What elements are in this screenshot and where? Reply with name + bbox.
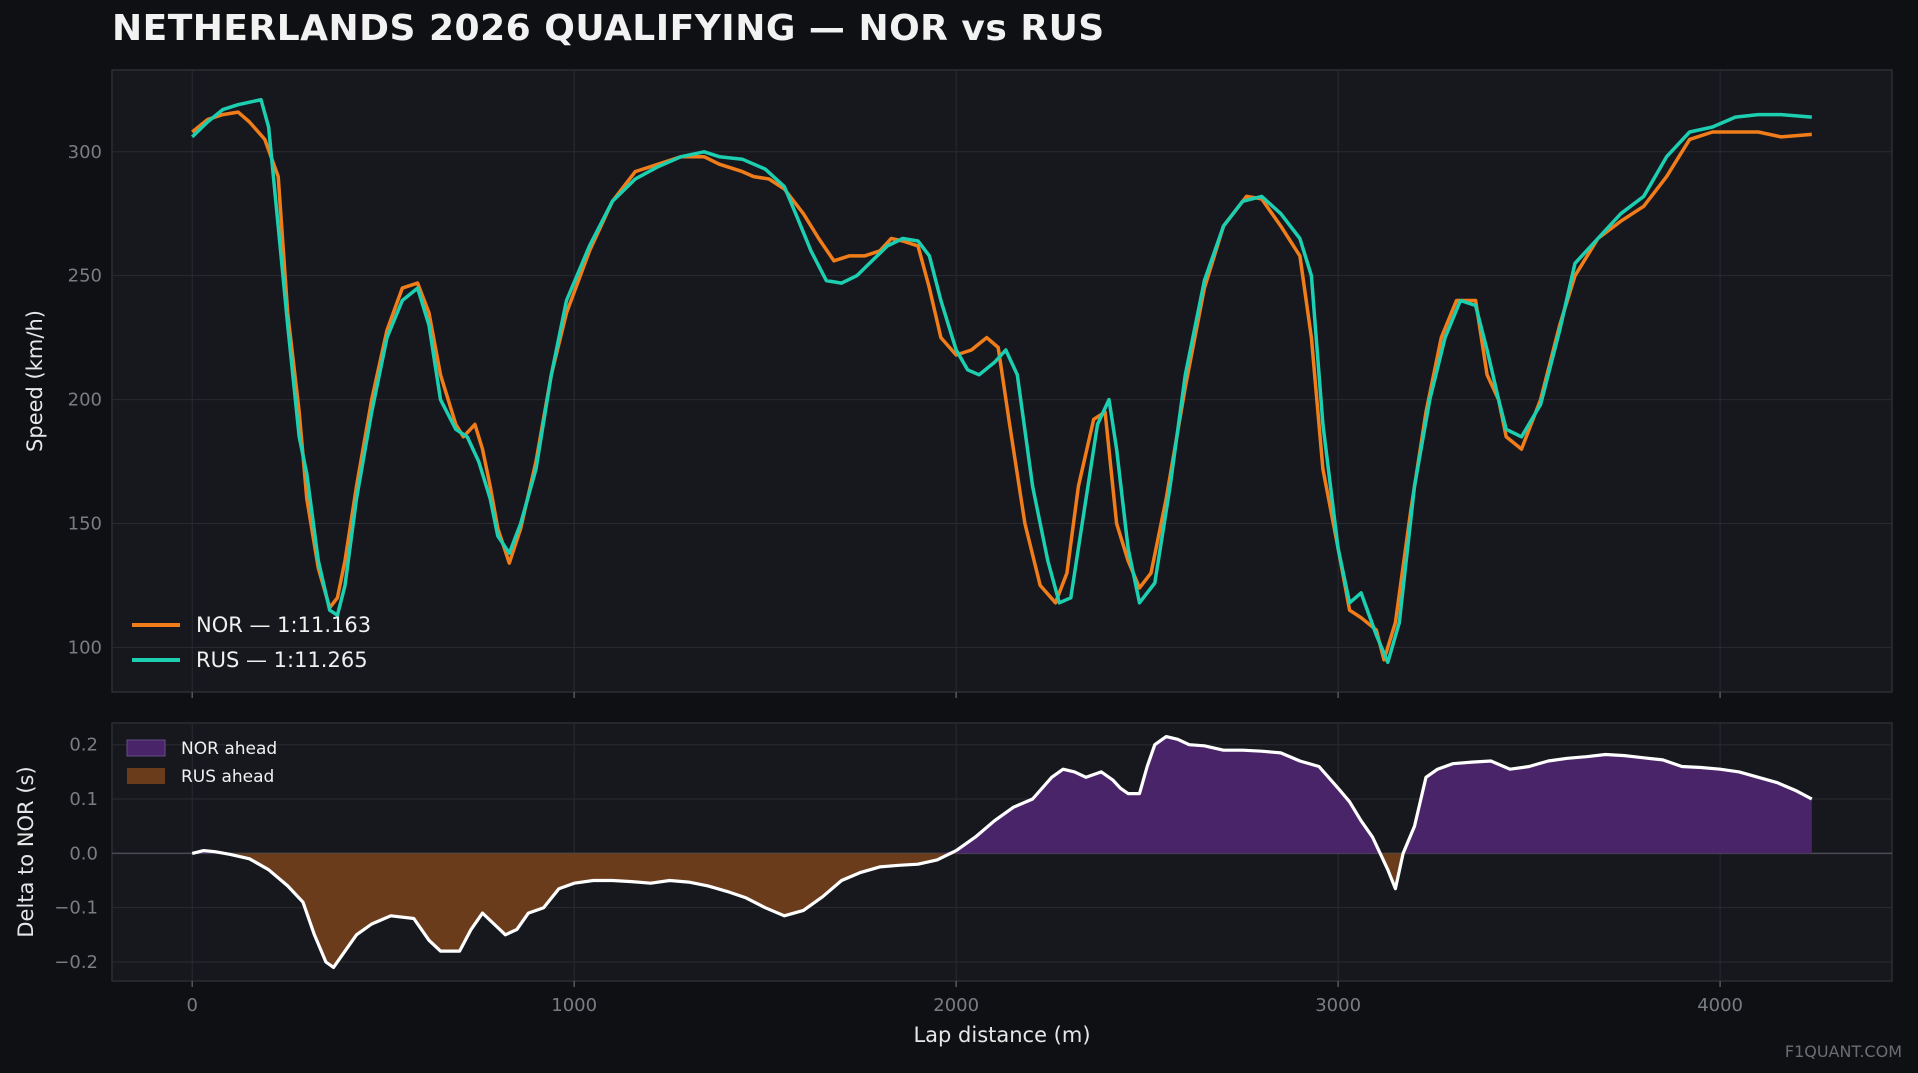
speed-y-axis-label: Speed (km/h) [23, 310, 47, 452]
legend-nor-ahead-label: NOR ahead [181, 739, 277, 759]
speed-y-tick-label: 200 [68, 390, 102, 411]
x-tick-label: 3000 [1315, 995, 1361, 1016]
delta-y-tick-label: −0.1 [54, 898, 98, 919]
x-tick-label: 1000 [551, 995, 597, 1016]
legend-nor-ahead-swatch [126, 739, 166, 757]
delta-y-tick-label: −0.2 [54, 952, 98, 973]
delta-y-tick-label: 0.2 [69, 735, 98, 756]
rus-ahead-area [192, 853, 1812, 968]
rus-speed-line [190, 97, 1812, 665]
delta-y-axis-label: Delta to NOR (s) [14, 766, 38, 937]
legend-rus-label: RUS — 1:11.265 [196, 648, 368, 672]
legend-nor-label: NOR — 1:11.163 [196, 613, 371, 637]
chart-title: NETHERLANDS 2026 QUALIFYING — NOR vs RUS [112, 8, 1105, 49]
speed-y-tick-label: 300 [68, 142, 102, 163]
nor-ahead-area [192, 736, 1812, 854]
legend-rus-ahead-swatch [127, 768, 165, 784]
delta-y-tick-label: 0.0 [69, 843, 98, 864]
delta-y-tick-label: 0.1 [69, 789, 98, 810]
x-tick-label: 0 [186, 995, 197, 1016]
speed-y-tick-label: 250 [68, 266, 102, 287]
speed-y-tick-label: 100 [68, 637, 102, 658]
legend-rus-ahead-label: RUS ahead [181, 767, 274, 787]
x-tick-label: 4000 [1697, 995, 1743, 1016]
watermark: F1QUANT.COM [1784, 1042, 1902, 1061]
x-axis-label: Lap distance (m) [913, 1023, 1090, 1047]
x-tick-label: 2000 [933, 995, 979, 1016]
delta-line [191, 735, 1813, 969]
speed-y-tick-label: 150 [68, 513, 102, 534]
